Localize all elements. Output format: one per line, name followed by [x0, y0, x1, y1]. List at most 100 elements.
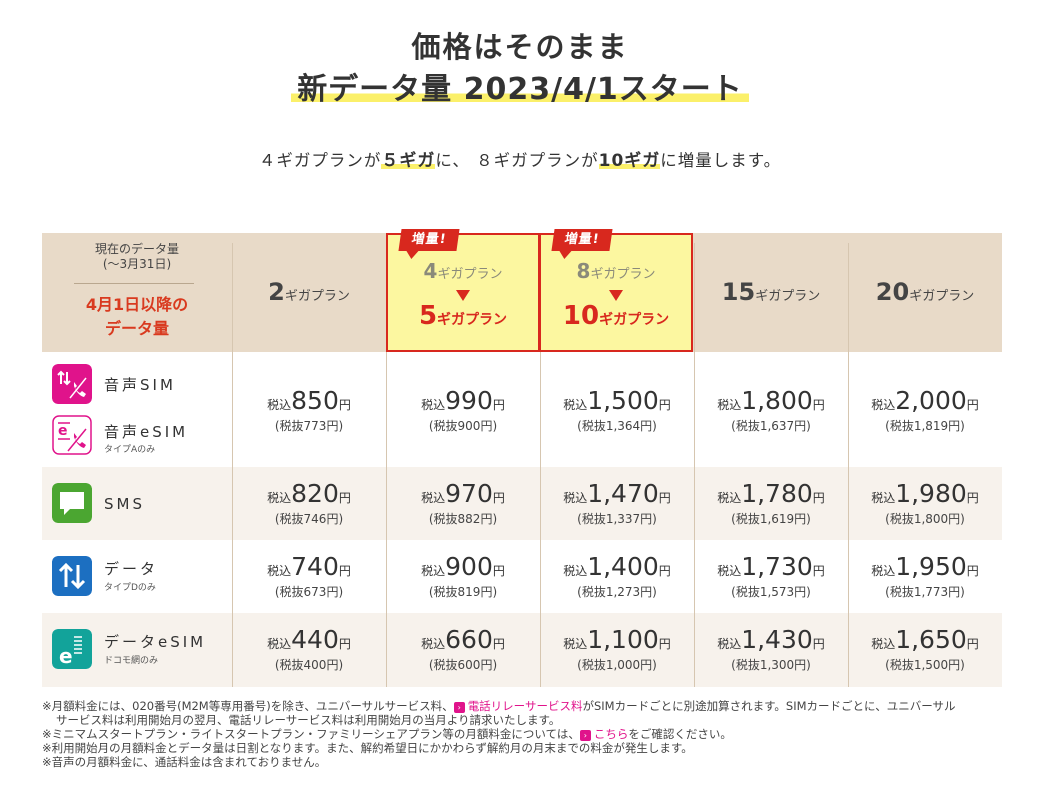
- plan-unit: ギガプラン: [909, 289, 975, 304]
- yen-label: 円: [658, 637, 671, 651]
- page-subtitle-text: 新データ量 2023/4/1スタート: [291, 72, 749, 107]
- price-excl-tax: (税抜1,637円): [731, 419, 811, 433]
- service-note: タイプDのみ: [104, 583, 156, 593]
- column-divider: [694, 243, 695, 352]
- svg-text:e: e: [58, 423, 68, 439]
- price-cell: 税込1,780円 (税抜1,619円): [694, 479, 848, 527]
- yen-label: 円: [338, 637, 351, 651]
- new-data-label: 4月1日以降の データ量: [42, 293, 232, 341]
- price-excl-tax: (税抜773円): [274, 419, 344, 433]
- footnote-text: がSIMカードごとに別途加算されます。SIMカードごとに、ユニバーサル: [582, 699, 956, 713]
- relay-service-fee-link[interactable]: 電話リレーサービス料: [467, 699, 583, 713]
- column-divider: [386, 467, 387, 540]
- tax-in-label: 税込: [267, 637, 292, 651]
- column-divider: [694, 352, 695, 467]
- tax-in-label: 税込: [421, 564, 446, 578]
- yen-label: 円: [812, 398, 825, 412]
- new-plan-label: 5ギガプラン: [388, 301, 538, 331]
- yen-label: 円: [492, 398, 505, 412]
- price-excl-tax: (税抜746円): [274, 512, 344, 526]
- price-row-data-esim: e データeSIM ドコモ網のみ 税込440円 (税抜400円) 税込660円 (税…: [42, 613, 1002, 687]
- price-excl-tax: (税抜1,337円): [577, 512, 657, 526]
- tax-in-label: 税込: [563, 398, 588, 412]
- old-plan-amount: 8: [576, 259, 591, 283]
- tax-in-label: 税込: [871, 491, 896, 505]
- page-subtitle: 新データ量 2023/4/1スタート: [0, 64, 1040, 108]
- svg-text:e: e: [59, 644, 73, 668]
- other-plans-link[interactable]: こちら: [593, 727, 629, 741]
- corner-divider: [74, 283, 194, 284]
- old-plan-unit: ギガプラン: [437, 267, 503, 282]
- tax-in-label: 税込: [871, 398, 896, 412]
- price-excl-tax: (税抜1,573円): [731, 585, 811, 599]
- footnote-proration: ※利用開始月の月額料金とデータ量は日割となります。また、解約希望日にかかわらず解…: [42, 741, 693, 755]
- price-value: 1,470: [587, 479, 659, 508]
- plan-amount: 2: [268, 278, 285, 306]
- plan-header-20gb: 20ギガプラン: [848, 233, 1002, 352]
- price-row-sms: SMS 税込820円 (税抜746円) 税込970円 (税抜882円) 税込1,47…: [42, 467, 1002, 540]
- price-cell: 税込1,980円 (税抜1,800円): [848, 479, 1002, 527]
- service-name: 音声SIM: [104, 376, 176, 394]
- price-cell: 税込990円 (税抜900円): [386, 386, 540, 434]
- price-cell: 税込1,100円 (税抜1,000円): [540, 625, 694, 673]
- column-divider: [386, 540, 387, 613]
- price-cell: 税込1,430円 (税抜1,300円): [694, 625, 848, 673]
- price-excl-tax: (税抜900円): [428, 419, 498, 433]
- yen-label: 円: [812, 491, 825, 505]
- price-value: 970: [445, 479, 493, 508]
- yen-label: 円: [338, 491, 351, 505]
- tax-in-label: 税込: [267, 398, 292, 412]
- tax-in-label: 税込: [563, 637, 588, 651]
- price-value: 1,730: [741, 552, 813, 581]
- price-value: 740: [291, 552, 339, 581]
- price-value: 1,100: [587, 625, 659, 654]
- yen-label: 円: [966, 564, 979, 578]
- price-value: 1,780: [741, 479, 813, 508]
- plan-header-2gb: 2ギガプラン: [232, 233, 386, 352]
- price-row-voice: 音声SIM e 音声eSIM タイプAのみ 税込850円 (税抜773円) 税込9…: [42, 352, 1002, 467]
- price-value: 1,800: [741, 386, 813, 415]
- service-name: データ: [104, 560, 159, 578]
- plan-unit: ギガプラン: [284, 289, 350, 304]
- column-divider: [694, 613, 695, 687]
- yen-label: 円: [966, 637, 979, 651]
- price-excl-tax: (税抜1,800円): [885, 512, 965, 526]
- yen-label: 円: [966, 398, 979, 412]
- footnote-other-plans: ※ミニマムスタートプラン・ライトスタートプラン・ファミリーシェアプラン等の月額料…: [42, 727, 1007, 741]
- column-divider: [232, 467, 233, 540]
- plan-unit: ギガプラン: [755, 289, 821, 304]
- plan-header-15gb: 15ギガプラン: [694, 233, 848, 352]
- service-name: 音声eSIM: [104, 423, 189, 441]
- column-divider: [540, 467, 541, 540]
- new-plan-unit: ギガプラン: [437, 312, 508, 328]
- data-esim-icon: e: [52, 629, 92, 669]
- new-plan-unit: ギガプラン: [599, 312, 670, 328]
- tax-in-label: 税込: [871, 637, 896, 651]
- price-value: 900: [445, 552, 493, 581]
- summary-text-3: に増量します。: [660, 151, 782, 170]
- price-value: 1,950: [895, 552, 967, 581]
- arrow-down-icon: [456, 290, 470, 301]
- price-cell: 税込440円 (税抜400円): [232, 625, 386, 673]
- new-data-label-line1: 4月1日以降の: [85, 295, 189, 314]
- plan-amount: 20: [875, 278, 910, 306]
- tax-in-label: 税込: [563, 564, 588, 578]
- yen-label: 円: [812, 564, 825, 578]
- chevron-right-icon: ›: [453, 702, 465, 713]
- price-table: 現在のデータ量 (〜3月31日) 4月1日以降の データ量 2ギガプラン 増量!…: [42, 229, 1002, 687]
- price-cell: 税込1,800円 (税抜1,637円): [694, 386, 848, 434]
- footnote-call-charges: ※音声の月額料金に、通話料金は含まれておりません。: [42, 755, 327, 769]
- price-excl-tax: (税抜1,819円): [885, 419, 965, 433]
- old-plan-label: 4ギガプラン: [388, 259, 538, 283]
- column-divider: [848, 613, 849, 687]
- increase-badge: 増量!: [551, 229, 613, 251]
- price-cell: 税込1,500円 (税抜1,364円): [540, 386, 694, 434]
- voice-esim-icon: e: [52, 415, 92, 455]
- tax-in-label: 税込: [563, 491, 588, 505]
- price-value: 1,430: [741, 625, 813, 654]
- footnote-universal-fee-cont: サービス料は利用開始月の翌月、電話リレーサービス料は利用開始月の当月より請求いた…: [56, 713, 561, 727]
- price-row-data: データ タイプDのみ 税込740円 (税抜673円) 税込900円 (税抜819円)…: [42, 540, 1002, 613]
- price-cell: 税込2,000円 (税抜1,819円): [848, 386, 1002, 434]
- price-cell: 税込850円 (税抜773円): [232, 386, 386, 434]
- price-cell: 税込1,650円 (税抜1,500円): [848, 625, 1002, 673]
